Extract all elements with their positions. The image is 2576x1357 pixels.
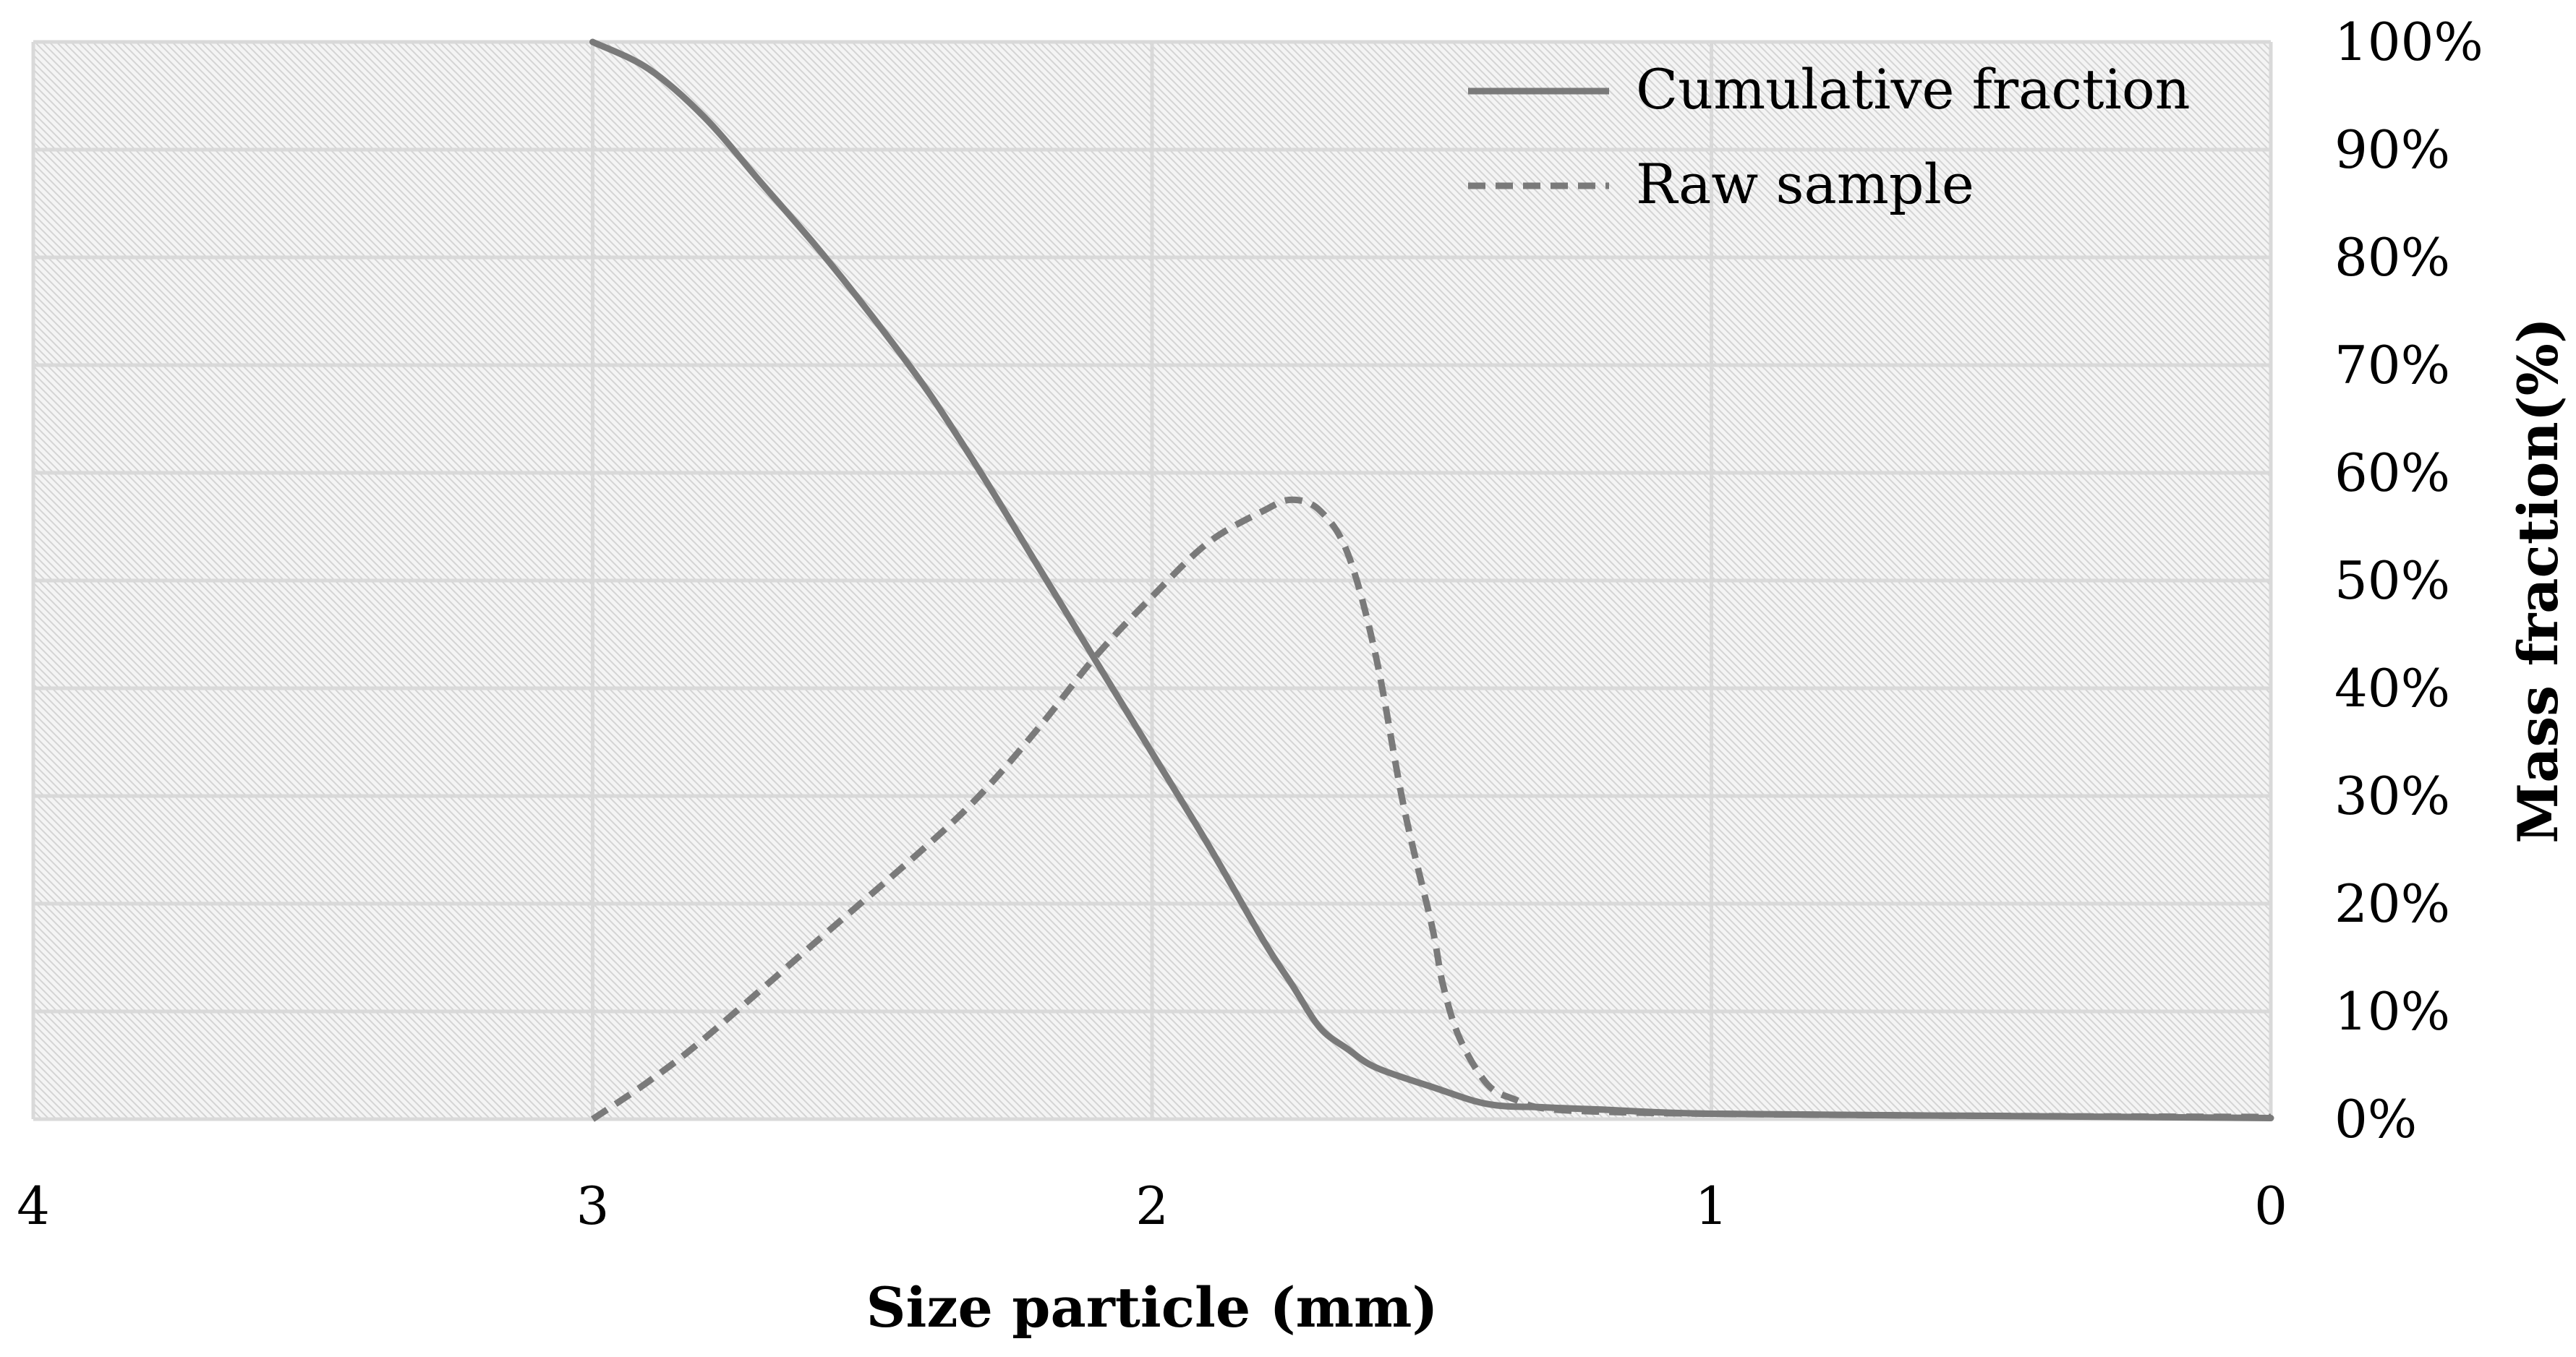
y-tick-label: 60%	[2334, 442, 2450, 503]
series-line-raw-sample	[590, 496, 2272, 1122]
x-axis-title: Size particle (mm)	[866, 1275, 1438, 1340]
y-tick-labels: 0% 10% 20% 30% 40% 50% 60% 70% 80% 90% 100%	[2334, 12, 2483, 1150]
x-tick-label: 0	[2254, 1176, 2287, 1236]
y-tick-label: 50%	[2334, 550, 2450, 611]
x-tick-label: 2	[1135, 1176, 1169, 1236]
legend: Cumulative fraction Raw sample	[1468, 57, 2191, 216]
y-tick-label: 70%	[2334, 335, 2450, 395]
x-tick-labels: 4 3 2 1 0	[17, 1176, 2287, 1236]
x-tick-label: 3	[576, 1176, 610, 1236]
legend-label-cumulative-fraction: Cumulative fraction	[1636, 57, 2191, 121]
y-tick-label: 20%	[2334, 873, 2450, 934]
series-line-cumulative-fraction	[589, 38, 2274, 1121]
grid-lines	[31, 40, 2273, 1121]
y-tick-label: 0%	[2334, 1089, 2417, 1150]
x-tick-label: 1	[1695, 1176, 1728, 1236]
y-tick-label: 80%	[2334, 227, 2450, 288]
y-tick-label: 30%	[2334, 766, 2450, 826]
legend-label-raw-sample: Raw sample	[1636, 152, 1974, 216]
y-axis-title: Mass fraction(%)	[2506, 317, 2570, 844]
y-tick-label: 10%	[2334, 981, 2450, 1042]
y-tick-label: 100%	[2334, 12, 2483, 72]
y-tick-label: 40%	[2334, 658, 2450, 719]
series-layer	[589, 38, 2274, 1122]
x-tick-label: 4	[17, 1176, 50, 1236]
y-tick-label: 90%	[2334, 119, 2450, 180]
